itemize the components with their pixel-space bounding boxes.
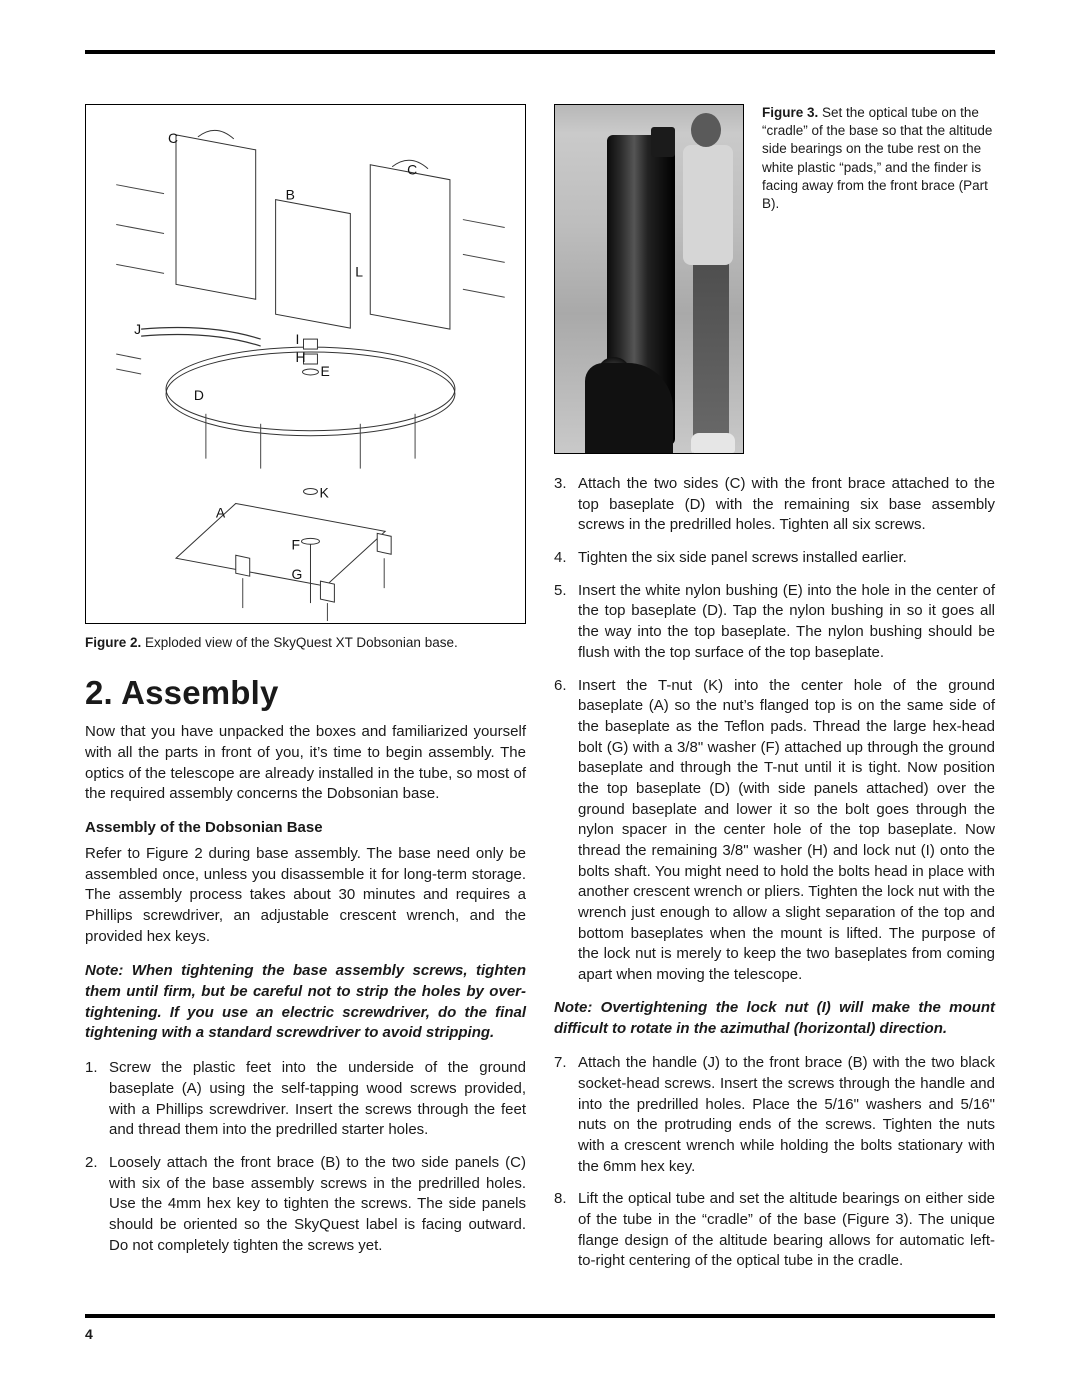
svg-text:C: C bbox=[407, 162, 417, 178]
figure-3-photo bbox=[554, 104, 744, 454]
step-8: Lift the optical tube and set the altitu… bbox=[554, 1189, 995, 1272]
page-number: 4 bbox=[85, 1326, 995, 1342]
figure-2-diagram: C C B L I H E J D K A F G bbox=[85, 104, 526, 624]
shoe-shape bbox=[691, 433, 735, 453]
svg-text:K: K bbox=[319, 484, 329, 500]
svg-text:D: D bbox=[194, 387, 204, 403]
intro-paragraph: Now that you have unpacked the boxes and… bbox=[85, 722, 526, 805]
refer-paragraph: Refer to Figure 2 during base assembly. … bbox=[85, 844, 526, 947]
steps-right-a: Attach the two sides (C) with the front … bbox=[554, 474, 995, 986]
subhead-assembly: Assembly of the Dobsonian Base bbox=[85, 819, 526, 836]
svg-text:H: H bbox=[296, 349, 306, 365]
note-stripping: Note: When tightening the base assembly … bbox=[85, 961, 526, 1044]
step-3: Attach the two sides (C) with the front … bbox=[554, 474, 995, 536]
step-7: Attach the handle (J) to the front brace… bbox=[554, 1053, 995, 1177]
person-head-shape bbox=[691, 113, 721, 147]
steps-right-b: Attach the handle (J) to the front brace… bbox=[554, 1053, 995, 1272]
top-rule bbox=[85, 50, 995, 54]
note-locknut: Note: Overtightening the lock nut (I) wi… bbox=[554, 998, 995, 1039]
right-column: Figure 3. Set the optical tube on the “c… bbox=[554, 104, 995, 1284]
step-6: Insert the T-nut (K) into the center hol… bbox=[554, 676, 995, 986]
svg-text:F: F bbox=[292, 536, 301, 552]
figure-3-label: Figure 3. bbox=[762, 105, 818, 120]
figure-3-block: Figure 3. Set the optical tube on the “c… bbox=[554, 104, 995, 454]
bottom-rule bbox=[85, 1314, 995, 1318]
svg-text:B: B bbox=[286, 187, 295, 203]
person-torso-shape bbox=[683, 145, 733, 265]
figure-3-caption: Figure 3. Set the optical tube on the “c… bbox=[762, 104, 995, 454]
svg-text:I: I bbox=[296, 331, 300, 347]
step-1: Screw the plastic feet into the undersid… bbox=[85, 1058, 526, 1141]
step-2: Loosely attach the front brace (B) to th… bbox=[85, 1153, 526, 1256]
left-column: C C B L I H E J D K A F G Figure 2. Expl bbox=[85, 104, 526, 1284]
person-leg-shape bbox=[693, 233, 729, 453]
section-title: 2. Assembly bbox=[85, 674, 526, 712]
svg-text:J: J bbox=[134, 321, 141, 337]
figure-2-caption: Figure 2. Exploded view of the SkyQuest … bbox=[85, 634, 526, 652]
figure-3-text: Set the optical tube on the “cradle” of … bbox=[762, 105, 992, 211]
two-column-layout: C C B L I H E J D K A F G Figure 2. Expl bbox=[85, 104, 995, 1284]
svg-text:C: C bbox=[168, 130, 178, 146]
base-shape bbox=[585, 363, 673, 453]
svg-text:G: G bbox=[292, 566, 303, 582]
exploded-view-svg: C C B L I H E J D K A F G bbox=[86, 105, 525, 623]
step-4: Tighten the six side panel screws instal… bbox=[554, 548, 995, 569]
finder-shape bbox=[651, 127, 675, 157]
figure-2-label: Figure 2. bbox=[85, 635, 141, 650]
steps-left: Screw the plastic feet into the undersid… bbox=[85, 1058, 526, 1256]
figure-2-text: Exploded view of the SkyQuest XT Dobsoni… bbox=[145, 635, 458, 650]
svg-text:L: L bbox=[355, 263, 363, 279]
svg-text:E: E bbox=[320, 363, 329, 379]
step-5: Insert the white nylon bushing (E) into … bbox=[554, 581, 995, 664]
svg-text:A: A bbox=[216, 504, 226, 520]
